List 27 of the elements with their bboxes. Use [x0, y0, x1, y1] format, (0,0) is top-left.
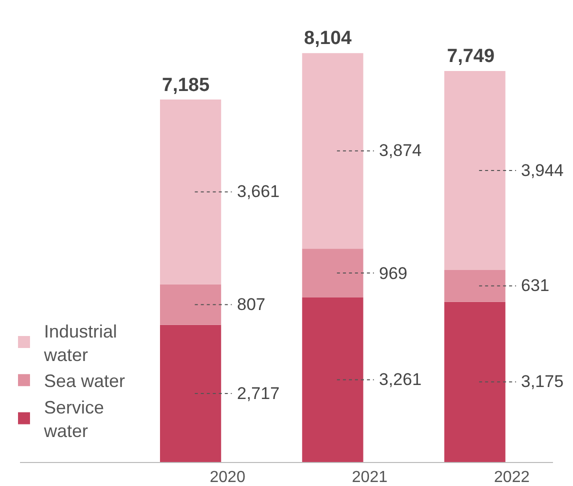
data-label: 3,175: [521, 372, 564, 391]
data-label: 3,661: [237, 182, 280, 201]
bar: [302, 248, 364, 298]
bar: [444, 71, 506, 270]
x-tick-label: 2021: [352, 469, 388, 486]
x-tick-label: 2022: [494, 469, 530, 486]
bar: [160, 100, 222, 284]
bar: [444, 302, 506, 462]
legend-label: Sea water: [44, 371, 126, 392]
data-label: 631: [521, 276, 550, 295]
bar: [160, 284, 222, 325]
data-label: 2,717: [237, 384, 280, 403]
bar: [302, 297, 364, 462]
bar: [444, 270, 506, 302]
x-tick-label: 2020: [210, 469, 246, 486]
data-label: 3,261: [379, 370, 422, 389]
data-label: 3,874: [379, 141, 422, 160]
bar: [302, 53, 364, 249]
legend-label: Service water: [43, 398, 104, 441]
data-label: 969: [379, 264, 408, 283]
legend-label: Industrial water: [43, 321, 118, 365]
total-label: 7,185: [162, 75, 210, 96]
total-label: 8,104: [304, 28, 352, 49]
total-label: 7,749: [447, 46, 495, 67]
data-label: 807: [237, 295, 266, 314]
data-label: 3,944: [521, 161, 564, 180]
bar: [160, 324, 222, 462]
